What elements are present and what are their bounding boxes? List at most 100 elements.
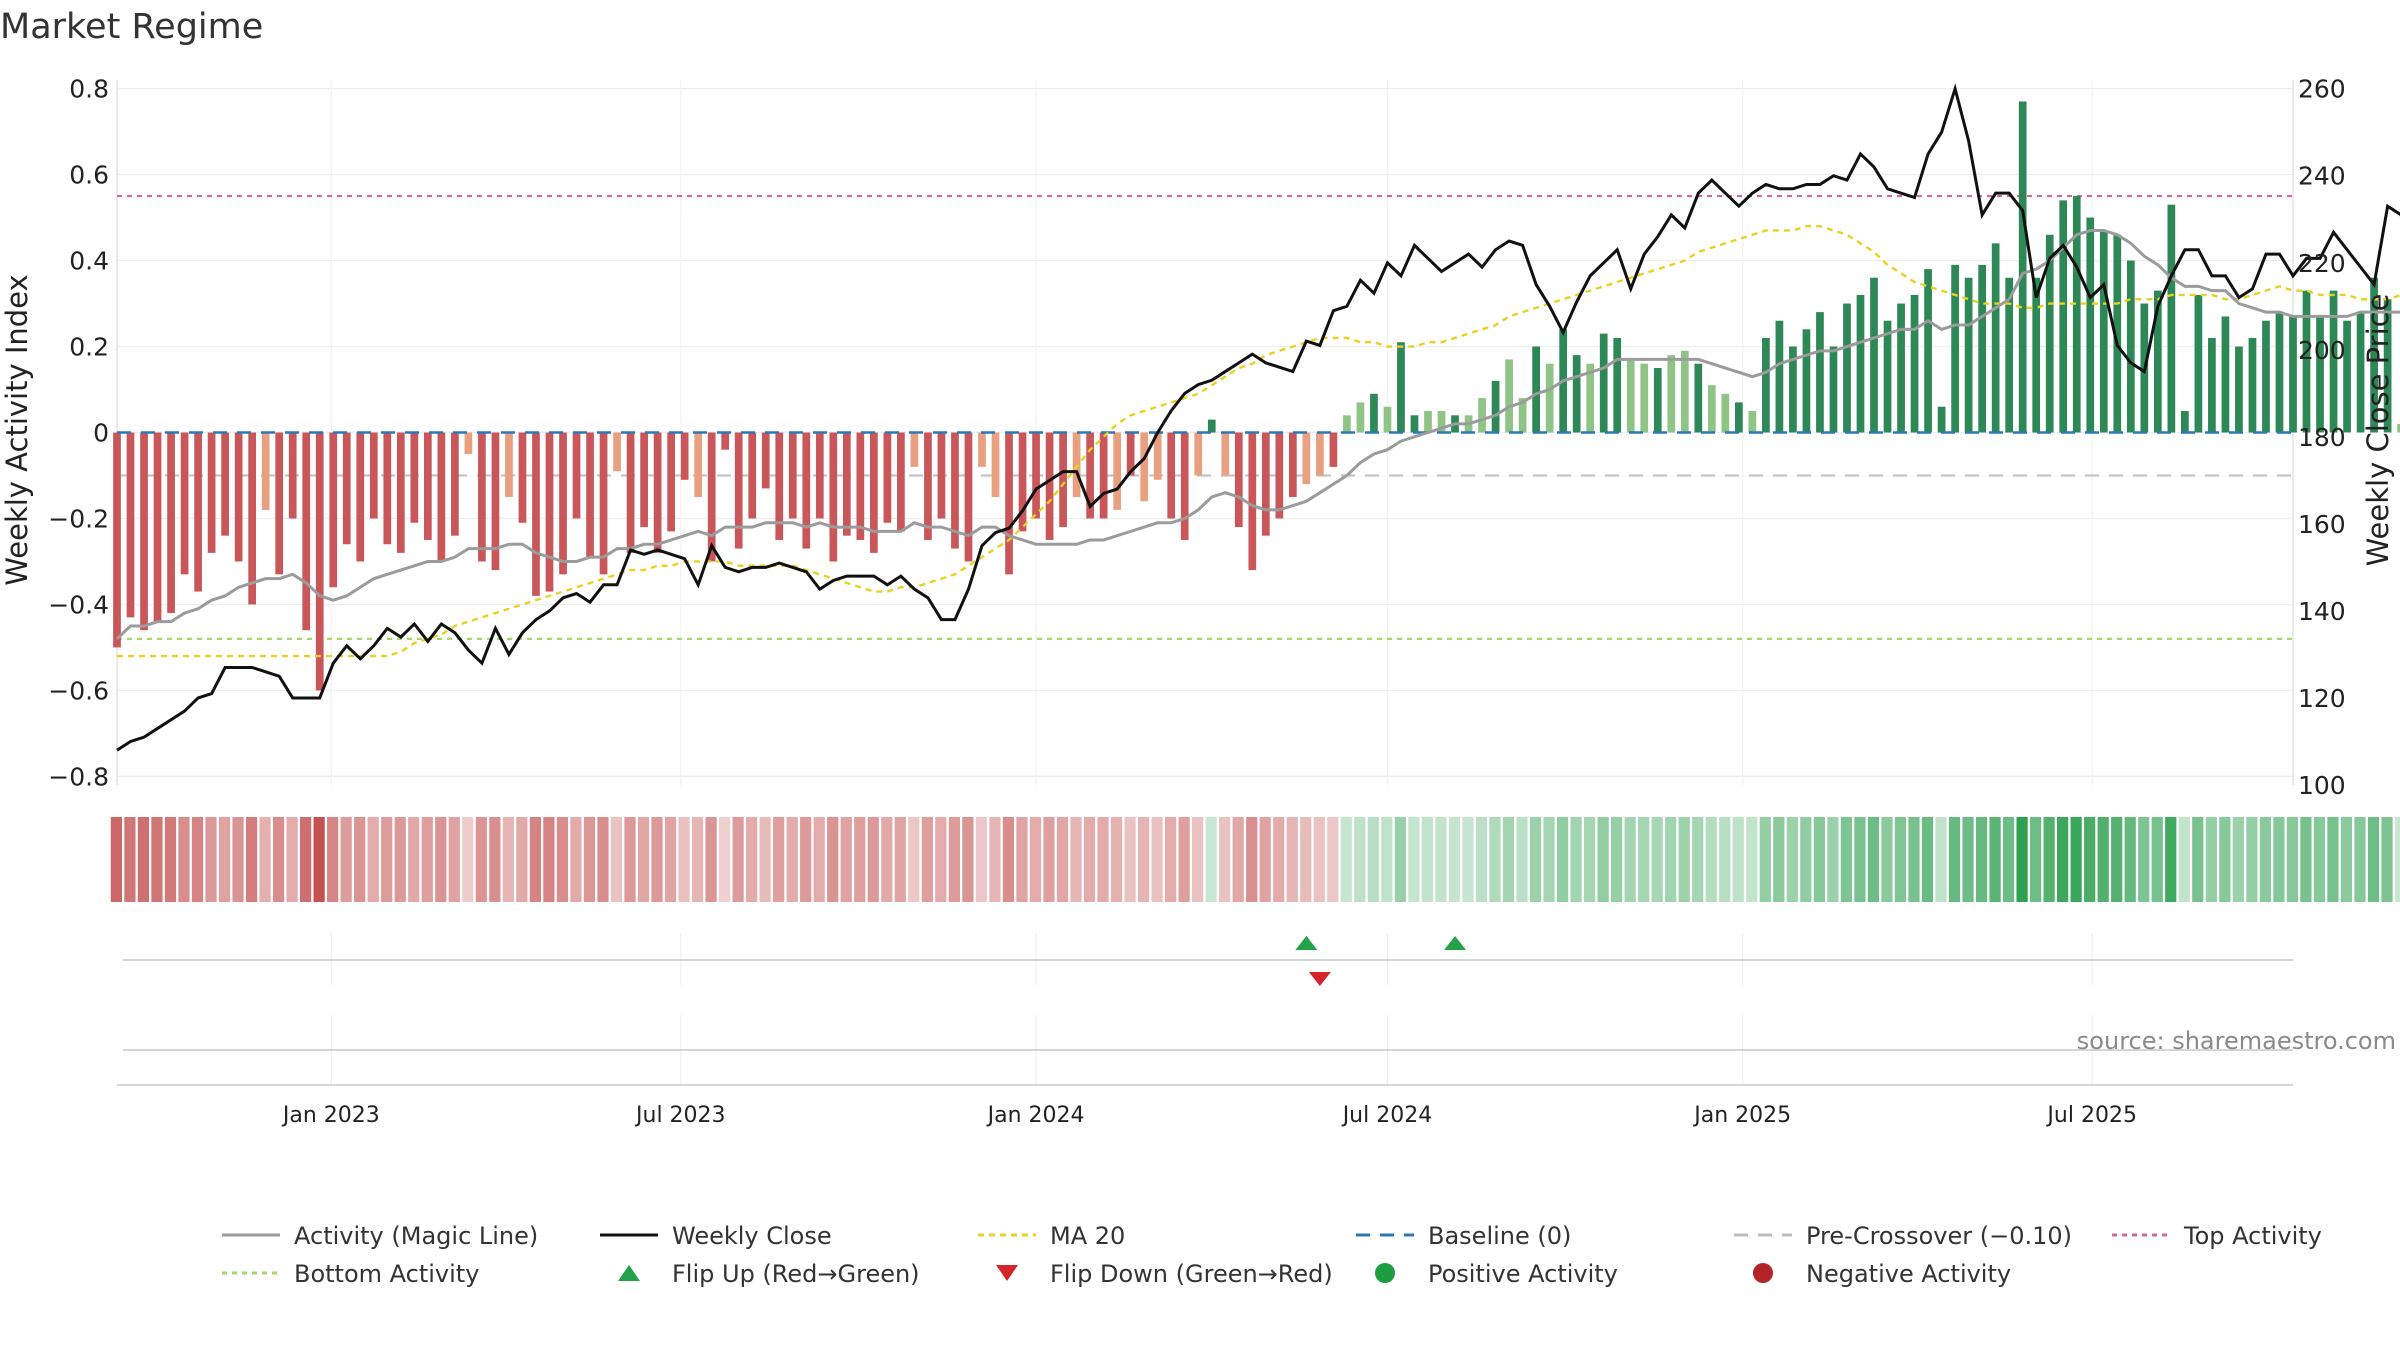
negative-activity-bar xyxy=(829,432,838,562)
regime-strip-cell xyxy=(313,817,325,902)
regime-strip-cell xyxy=(191,817,204,902)
x-tick-label: Jul 2023 xyxy=(634,1103,726,1128)
regime-strip-cell xyxy=(691,817,704,902)
positive-activity-bar xyxy=(1518,398,1527,433)
negative-activity-bar xyxy=(626,432,635,553)
positive-activity-bar xyxy=(1491,380,1500,433)
positive-activity-bar xyxy=(1424,411,1432,433)
positive-activity-bar xyxy=(2275,312,2284,433)
positive-activity-bar xyxy=(2181,411,2189,433)
positive-activity-bar xyxy=(1870,277,1878,433)
regime-strip-cell xyxy=(1516,817,1528,902)
legend-swatch xyxy=(1753,1263,1773,1283)
positive-activity-bar xyxy=(1856,294,1865,433)
positive-activity-bar xyxy=(1829,346,1838,433)
y2-tick-label: 160 xyxy=(2298,510,2346,539)
regime-strip-cell xyxy=(1097,817,1109,902)
regime-strip-cell xyxy=(2381,817,2393,902)
negative-activity-bar xyxy=(234,432,243,562)
regime-strip-cell xyxy=(583,817,596,902)
positive-activity-bar xyxy=(2397,423,2400,433)
legend-item: Top Activity xyxy=(2112,1222,2322,1250)
regime-strip-cell xyxy=(2138,817,2150,902)
negative-activity-bar xyxy=(153,432,162,622)
regime-strip-cell xyxy=(381,817,393,902)
positive-activity-bar xyxy=(1613,337,1622,433)
regime-strip-cell xyxy=(151,817,163,902)
negative-activity-bar xyxy=(396,432,405,553)
regime-strip-cell xyxy=(1786,817,1798,902)
regime-strip-cell xyxy=(1502,817,1515,902)
negative-activity-bar xyxy=(1194,432,1203,476)
positive-activity-bar xyxy=(2356,312,2365,433)
negative-activity-bar xyxy=(356,432,365,562)
regime-strip-cell xyxy=(110,817,123,902)
positive-activity-bar xyxy=(1910,294,1919,433)
regime-strip-cell xyxy=(408,817,420,902)
regime-strip-cell xyxy=(773,817,785,902)
regime-strip-cell xyxy=(759,817,771,902)
negative-activity-bar xyxy=(383,432,392,545)
regime-strip-cell xyxy=(678,817,690,902)
negative-activity-bar xyxy=(126,432,135,618)
regime-strip-cell xyxy=(1448,817,1461,902)
regime-strip-cell xyxy=(462,817,474,902)
regime-strip-cell xyxy=(705,817,717,902)
negative-activity-bar xyxy=(775,432,784,540)
regime-strip-cell xyxy=(1543,817,1555,902)
regime-strip-cell xyxy=(272,817,285,902)
regime-strip-cell xyxy=(1029,817,1042,902)
regime-strip-cell xyxy=(651,817,663,902)
positive-activity-bar xyxy=(2032,277,2041,433)
positive-activity-bar xyxy=(1478,398,1486,433)
negative-activity-bar xyxy=(478,432,486,562)
negative-activity-bar xyxy=(734,432,743,549)
regime-strip-cell xyxy=(610,817,623,902)
negative-activity-bar xyxy=(1221,432,1230,476)
regime-strip-cell xyxy=(1881,817,1893,902)
legend-item: Flip Up (Red→Green) xyxy=(618,1260,920,1288)
regime-strip-cell xyxy=(259,817,271,902)
negative-activity-bar xyxy=(315,432,324,691)
regime-strip-cell xyxy=(2300,817,2312,902)
positive-activity-bar xyxy=(1505,359,1513,433)
positive-activity-bar xyxy=(2221,316,2230,433)
regime-strip-cell xyxy=(2205,817,2217,902)
regime-strip-cell xyxy=(1989,817,2001,902)
negative-activity-bar xyxy=(1167,432,1176,519)
legend-item: Baseline (0) xyxy=(1356,1222,1571,1250)
regime-strip-cell xyxy=(2246,817,2258,902)
positive-activity-bar xyxy=(1964,277,1973,433)
positive-activity-bar xyxy=(1802,329,1811,433)
x-tick-label: Jan 2025 xyxy=(1692,1103,1791,1128)
positive-activity-bar xyxy=(2316,316,2324,433)
chart-title: Market Regime xyxy=(0,7,263,47)
positive-activity-bar xyxy=(2343,320,2351,433)
negative-activity-bar xyxy=(288,432,297,519)
regime-strip-cell xyxy=(2084,817,2096,902)
y2-tick-label: 260 xyxy=(2298,75,2346,104)
y2-axis-label: Weekly Close Price xyxy=(2361,294,2395,567)
negative-activity-bar xyxy=(694,432,703,497)
positive-activity-bar xyxy=(2059,200,2068,433)
regime-strip-cell xyxy=(2219,817,2231,902)
negative-activity-bar xyxy=(1316,432,1324,476)
regime-strip-cell xyxy=(1475,817,1488,902)
negative-activity-bar xyxy=(870,432,878,553)
legend-item: Activity (Magic Line) xyxy=(222,1222,538,1250)
positive-activity-bar xyxy=(1410,415,1419,433)
positive-activity-bar xyxy=(1586,363,1595,433)
negative-activity-bar xyxy=(1072,432,1081,497)
flip-down-marker xyxy=(1308,972,1331,986)
negative-activity-bar xyxy=(599,432,608,575)
negative-activity-bar xyxy=(505,432,513,497)
regime-strip-cell xyxy=(867,817,879,902)
regime-strip-cell xyxy=(854,817,866,902)
negative-activity-bar xyxy=(761,432,770,489)
negative-activity-bar xyxy=(613,432,621,472)
positive-activity-bar xyxy=(2086,217,2095,433)
regime-strip-cell xyxy=(529,817,541,902)
positive-activity-bar xyxy=(1991,243,2000,433)
negative-activity-bar xyxy=(329,432,338,588)
regime-strip-cell xyxy=(1083,817,1096,902)
